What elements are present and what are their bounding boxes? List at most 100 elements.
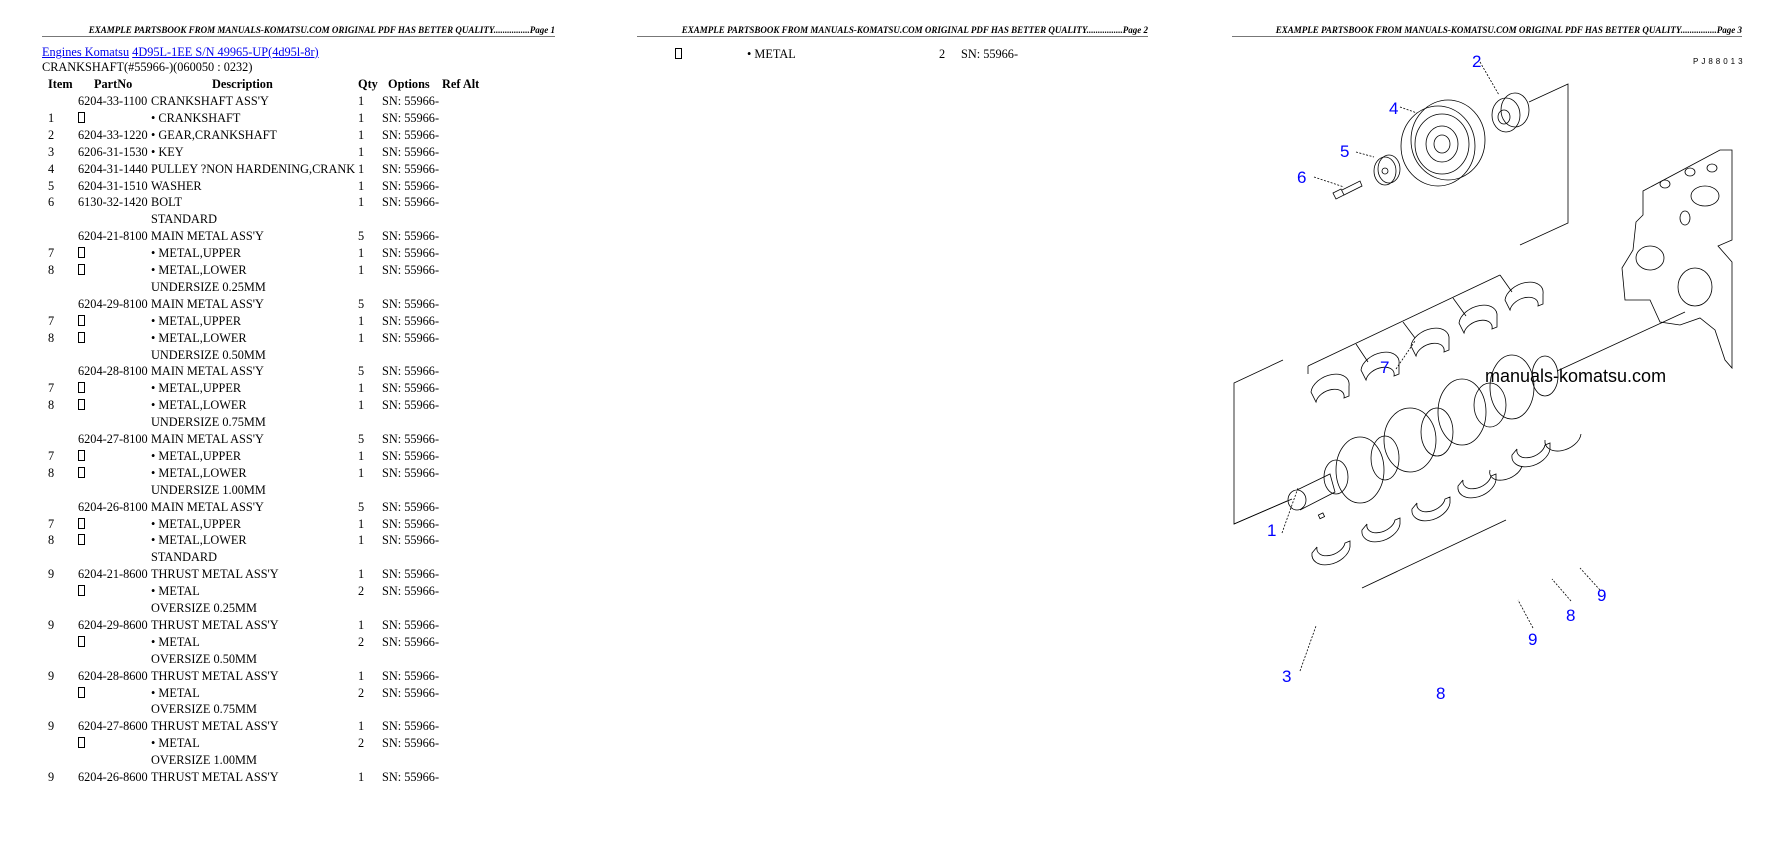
row-desc: THRUST METAL ASS'Y [151, 567, 279, 582]
row-item: 2 [48, 127, 55, 142]
row-options: SN: 55966- [382, 634, 440, 649]
page-header-3: EXAMPLE PARTSBOOK FROM MANUALS-KOMATSU.C… [1232, 24, 1742, 37]
row-qty: 5 [358, 364, 365, 379]
row-item: 9 [48, 567, 55, 582]
row-qty: 1 [358, 398, 365, 413]
row-item: 7 [48, 246, 55, 261]
breadcrumb-link-model[interactable]: 4D95L-1EE S/N 49965-UP(4d95l-8r) [132, 45, 319, 59]
row-partno: 6204-21-8100 [78, 229, 148, 244]
row-desc: WASHER [151, 178, 202, 193]
row-qty: 1 [358, 94, 365, 108]
row-qty: 2 [358, 685, 365, 700]
gear-part [1491, 92, 1530, 133]
missing-glyph-icon [675, 47, 682, 61]
row-desc: • METAL,UPPER [151, 381, 242, 396]
row-options: SN: 55966- [382, 736, 440, 751]
leader-lines [1281, 61, 1601, 672]
callout-4: 4 [1389, 99, 1398, 118]
row-item: 7 [48, 381, 55, 396]
callout-9: 9 [1528, 630, 1537, 649]
missing-glyph-icon [78, 314, 85, 328]
bracket-line [1307, 274, 1501, 367]
breadcrumb-link-engines[interactable]: Engines Komatsu [42, 45, 130, 59]
missing-glyph-icon [78, 533, 85, 547]
row-qty: 1 [358, 313, 365, 328]
row-partno: 6204-31-1510 [78, 178, 148, 193]
row-partno: 6204-26-8100 [78, 499, 148, 514]
row-partno: 6204-29-8100 [78, 296, 148, 311]
row-qty: 1 [358, 246, 365, 261]
row-desc: THRUST METAL ASS'Y [151, 770, 279, 784]
row-desc: • METAL,LOWER [151, 533, 247, 548]
section-title: CRANKSHAFT(#55966-)(060050 : 0232) [42, 60, 253, 74]
missing-glyph-icon [78, 449, 85, 463]
missing-glyph-icon [78, 246, 85, 260]
row-item: 6 [48, 195, 55, 210]
row-qty: 1 [358, 567, 365, 582]
breadcrumb: Engines Komatsu 4D95L-1EE S/N 49965-UP(4… [42, 45, 319, 59]
row-options: SN: 55966- [961, 47, 1019, 61]
missing-glyph-icon [78, 398, 85, 412]
row-item: 1 [48, 110, 55, 125]
row-desc: CRANKSHAFT ASS'Y [151, 94, 269, 108]
bolt-part [1332, 180, 1363, 200]
row-options: SN: 55966- [382, 516, 440, 531]
engine-block-outline [1621, 149, 1733, 370]
row-options: SN: 55966- [382, 668, 440, 683]
row-desc: STANDARD [151, 550, 217, 565]
row-qty: 5 [358, 229, 365, 244]
row-desc: UNDERSIZE 0.25MM [151, 279, 266, 294]
row-options: SN: 55966- [382, 313, 440, 328]
callout-2: 2 [1472, 52, 1481, 71]
row-qty: 1 [358, 516, 365, 531]
row-desc: THRUST METAL ASS'Y [151, 668, 279, 683]
row-options: SN: 55966- [382, 263, 440, 277]
row-desc: MAIN METAL ASS'Y [151, 364, 264, 379]
row-qty: 1 [358, 161, 365, 176]
row-partno: 6204-31-1440 [78, 161, 148, 176]
col-header-options: Options [388, 77, 430, 91]
missing-glyph-icon [78, 381, 85, 395]
missing-glyph-icon [78, 111, 85, 125]
row-qty: 1 [358, 178, 365, 193]
row-partno: 6204-28-8100 [78, 364, 148, 379]
row-qty: 1 [358, 668, 365, 683]
row-description: • METAL [747, 47, 796, 61]
diagram-code: PJ88013 [1693, 57, 1746, 66]
row-options: SN: 55966- [382, 364, 440, 379]
row-qty: 5 [358, 296, 365, 311]
row-item: 3 [48, 144, 55, 159]
row-options: SN: 55966- [382, 195, 440, 210]
row-desc: • METAL,LOWER [151, 465, 247, 480]
row-desc: • METAL [151, 584, 200, 599]
row-qty: 1 [358, 330, 365, 345]
col-header-refalt: Ref Alt [442, 77, 480, 91]
row-item: 9 [48, 668, 55, 683]
washer-part [1373, 154, 1401, 186]
row-partno: 6206-31-1530 [78, 144, 148, 159]
callout-3: 3 [1282, 667, 1291, 686]
row-options: SN: 55966- [382, 161, 440, 176]
row-desc: OVERSIZE 0.50MM [151, 651, 257, 666]
row-options: SN: 55966- [382, 448, 440, 463]
row-qty: 1 [358, 533, 365, 548]
row-desc: • METAL,UPPER [151, 246, 242, 261]
crankshaft-part [1287, 354, 1559, 511]
page-header-2: EXAMPLE PARTSBOOK FROM MANUALS-KOMATSU.C… [637, 24, 1148, 37]
row-item: 7 [48, 516, 55, 531]
bracket-line [1519, 83, 1569, 246]
row-options: SN: 55966- [382, 567, 440, 582]
row-desc: THRUST METAL ASS'Y [151, 719, 279, 734]
row-item: 4 [48, 161, 55, 176]
row-qty: 1 [358, 381, 365, 396]
callout-9b: 9 [1597, 586, 1606, 605]
callout-7: 7 [1380, 358, 1389, 377]
missing-glyph-icon [78, 466, 85, 480]
row-desc: • KEY [151, 144, 184, 159]
row-item: 9 [48, 617, 55, 632]
row-qty: 1 [358, 127, 365, 142]
row-desc: UNDERSIZE 0.50MM [151, 347, 266, 362]
callout-5: 5 [1340, 142, 1349, 161]
row-desc: PULLEY ?NON HARDENING,CRANK [151, 161, 356, 176]
row-desc: • METAL [151, 634, 200, 649]
